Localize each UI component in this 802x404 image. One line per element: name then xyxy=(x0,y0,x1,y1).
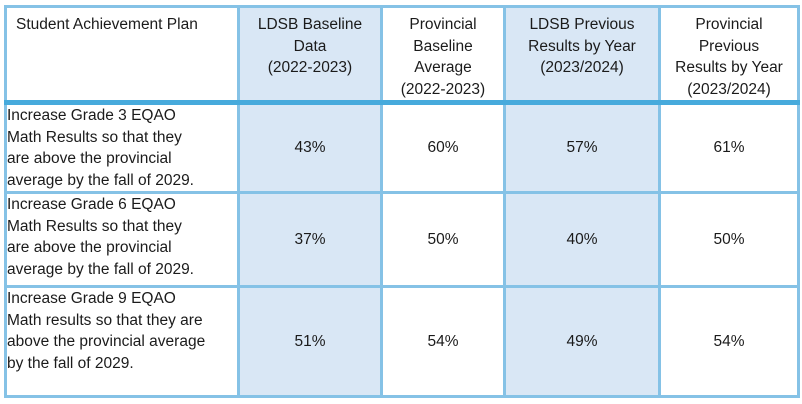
header-text: Baseline xyxy=(413,37,473,55)
header-text: LDSB Baseline xyxy=(257,16,363,33)
goal-line: Math Results so that they xyxy=(7,128,182,146)
header-text: Average xyxy=(414,59,472,76)
value-grade3-ldsb-previous: 57% xyxy=(503,101,661,194)
goal-line: average by the fall of 2029. xyxy=(7,171,194,189)
value-grade3-provincial-previous: 61% xyxy=(658,101,800,194)
header-text: LDSB Previous xyxy=(529,16,635,33)
table-row-grade-3: Increase Grade 3 EQAO Math Results so th… xyxy=(4,101,800,194)
goal-line: Increase Grade 3 EQAO xyxy=(7,107,176,124)
table-row-grade-9: Increase Grade 9 EQAO Math results so th… xyxy=(4,285,800,398)
value-grade3-provincial-baseline: 60% xyxy=(380,101,506,194)
goal-text-grade-3: Increase Grade 3 EQAO Math Results so th… xyxy=(4,101,240,194)
header-text: Results by Year xyxy=(675,59,783,76)
value-grade9-provincial-previous: 54% xyxy=(658,285,800,398)
value-grade9-ldsb-previous: 49% xyxy=(503,285,661,398)
header-provincial-baseline-average: Provincial Baseline Average (2022-2023) xyxy=(380,5,506,105)
value-grade9-provincial-baseline: 54% xyxy=(380,285,506,398)
value-grade6-ldsb-previous: 40% xyxy=(503,191,661,288)
header-text: Results by Year xyxy=(528,37,636,55)
goal-line: Math Results so that they xyxy=(7,217,182,235)
table-row-grade-6: Increase Grade 6 EQAO Math Results so th… xyxy=(4,191,800,288)
header-text: (2023/2024) xyxy=(687,80,771,98)
goal-line: are above the provincial xyxy=(7,150,172,167)
table-header-row: Student Achievement Plan LDSB Baseline D… xyxy=(4,5,800,105)
value-grade3-ldsb-baseline: 43% xyxy=(237,101,383,194)
header-student-achievement-plan: Student Achievement Plan xyxy=(4,5,240,105)
header-text: Student Achievement Plan xyxy=(16,16,198,33)
goal-line: by the fall of 2029. xyxy=(7,354,134,372)
header-text: Provincial xyxy=(695,16,763,33)
value-grade6-provincial-baseline: 50% xyxy=(380,191,506,288)
goal-line: Math results so that they are xyxy=(7,311,203,329)
goal-text-grade-9: Increase Grade 9 EQAO Math results so th… xyxy=(4,285,240,398)
goal-line: Increase Grade 9 EQAO xyxy=(7,290,176,307)
goal-line: above the provincial average xyxy=(7,333,206,350)
goal-line: average by the fall of 2029. xyxy=(7,260,194,278)
value-grade9-ldsb-baseline: 51% xyxy=(237,285,383,398)
header-text: (2023/2024) xyxy=(540,59,624,76)
goal-line: Increase Grade 6 EQAO xyxy=(7,196,176,213)
goal-text-grade-6: Increase Grade 6 EQAO Math Results so th… xyxy=(4,191,240,288)
header-ldsb-baseline-data: LDSB Baseline Data (2022-2023) xyxy=(237,5,383,105)
header-provincial-previous-results: Provincial Previous Results by Year (202… xyxy=(658,5,800,105)
value-grade6-ldsb-baseline: 37% xyxy=(237,191,383,288)
header-text: (2022-2023) xyxy=(400,80,486,98)
header-text: Data xyxy=(293,37,327,55)
header-text: (2022-2023) xyxy=(267,59,353,76)
goal-line: are above the provincial xyxy=(7,239,172,256)
header-text: Provincial xyxy=(409,16,477,33)
value-grade6-provincial-previous: 50% xyxy=(658,191,800,288)
header-ldsb-previous-results: LDSB Previous Results by Year (2023/2024… xyxy=(503,5,661,105)
header-text: Previous xyxy=(698,37,760,55)
student-achievement-table: Student Achievement Plan LDSB Baseline D… xyxy=(4,5,800,398)
